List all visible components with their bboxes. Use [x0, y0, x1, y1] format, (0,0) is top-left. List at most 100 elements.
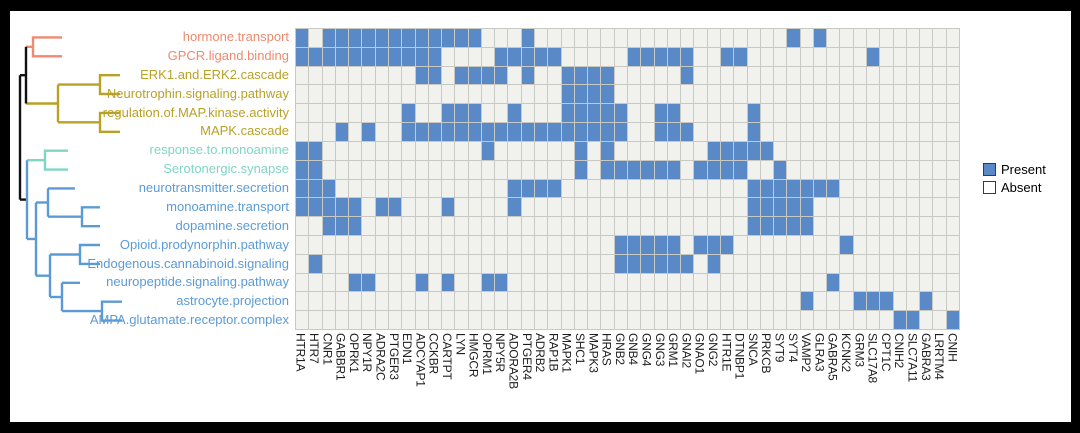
heatmap-cell — [296, 179, 309, 198]
heatmap-cell — [853, 235, 867, 254]
heatmap-cell — [442, 254, 455, 273]
heatmap-cell — [495, 47, 508, 66]
heatmap-cell — [747, 123, 760, 141]
heatmap-cell — [906, 47, 920, 66]
heatmap-cell — [322, 123, 335, 141]
heatmap-cell — [296, 85, 309, 104]
heatmap-cell — [322, 141, 335, 160]
heatmap-cell — [362, 160, 375, 179]
heatmap-cell — [614, 273, 627, 292]
heatmap-cell — [720, 85, 734, 104]
heatmap-cell — [296, 235, 309, 254]
heatmap-cell — [349, 292, 362, 311]
heatmap-cell — [335, 254, 349, 273]
gene-label: GABRA5 — [825, 333, 840, 381]
heatmap-cell — [906, 104, 920, 123]
heatmap-cell — [415, 104, 428, 123]
heatmap-cell — [946, 217, 959, 235]
heatmap-cell — [428, 123, 442, 141]
heatmap-cell — [627, 141, 641, 160]
heatmap-cell — [867, 235, 880, 254]
gene-label: NPY5R — [493, 333, 508, 373]
gene-label: OPRM1 — [479, 333, 494, 375]
heatmap-cell — [840, 160, 853, 179]
heatmap-cell — [561, 85, 574, 104]
gene-label: PTGER4 — [519, 333, 534, 380]
heatmap-cell — [601, 85, 614, 104]
heatmap-cell — [667, 66, 681, 85]
heatmap-cell — [734, 235, 747, 254]
heatmap-cell — [920, 141, 933, 160]
heatmap-cell — [322, 29, 335, 47]
heatmap-cell — [720, 104, 734, 123]
heatmap-cell — [561, 179, 574, 198]
heatmap-cell — [415, 141, 428, 160]
heatmap-cell — [508, 29, 521, 47]
heatmap-cell — [601, 123, 614, 141]
heatmap-cell — [774, 254, 787, 273]
heatmap-cell — [601, 66, 614, 85]
heatmap-cell — [880, 123, 893, 141]
gene-label: GNAO1 — [692, 333, 707, 375]
heatmap-cell — [747, 85, 760, 104]
heatmap-cell — [375, 179, 388, 198]
heatmap-cell — [535, 85, 548, 104]
heatmap-cell — [681, 217, 694, 235]
heatmap-cell — [707, 104, 720, 123]
heatmap-cell — [588, 235, 601, 254]
heatmap-cell — [535, 311, 548, 329]
heatmap-cell — [734, 254, 747, 273]
heatmap-cell — [601, 104, 614, 123]
heatmap-cell — [428, 179, 442, 198]
heatmap-cell — [694, 254, 707, 273]
heatmap-cell — [920, 198, 933, 217]
heatmap-cell — [309, 29, 322, 47]
heatmap-cell — [535, 141, 548, 160]
heatmap-cell — [840, 254, 853, 273]
heatmap-cell — [455, 217, 468, 235]
heatmap-cell — [561, 273, 574, 292]
heatmap-cell — [601, 273, 614, 292]
heatmap-cell — [827, 292, 840, 311]
heatmap-cell — [388, 311, 402, 329]
heatmap-cell — [375, 217, 388, 235]
heatmap-cell — [840, 123, 853, 141]
heatmap-cell — [508, 47, 521, 66]
heatmap-cell — [601, 217, 614, 235]
heatmap-cell — [588, 104, 601, 123]
heatmap-cell — [627, 292, 641, 311]
heatmap-cell — [535, 29, 548, 47]
heatmap-cell — [867, 217, 880, 235]
heatmap-cell — [707, 141, 720, 160]
heatmap-cell — [774, 235, 787, 254]
heatmap-cell — [335, 217, 349, 235]
heatmap-cell — [933, 160, 946, 179]
heatmap-cell — [627, 273, 641, 292]
heatmap-cell — [946, 311, 959, 329]
heatmap-cell — [787, 254, 800, 273]
heatmap-cell — [428, 141, 442, 160]
heatmap-cell — [827, 85, 840, 104]
heatmap-cell — [641, 160, 654, 179]
heatmap-cell — [495, 104, 508, 123]
heatmap-cell — [442, 179, 455, 198]
heatmap-cell — [681, 104, 694, 123]
heatmap-cell — [707, 179, 720, 198]
heatmap-cell — [681, 85, 694, 104]
heatmap-cell — [853, 123, 867, 141]
heatmap-cell — [481, 104, 495, 123]
heatmap-cell — [601, 47, 614, 66]
heatmap-cell — [694, 179, 707, 198]
heatmap-cell — [627, 123, 641, 141]
heatmap-cell — [827, 179, 840, 198]
heatmap-cell — [442, 141, 455, 160]
heatmap-cell — [349, 85, 362, 104]
heatmap-cell — [720, 273, 734, 292]
heatmap-cell — [375, 104, 388, 123]
heatmap-cell — [720, 179, 734, 198]
heatmap-cell — [521, 141, 535, 160]
heatmap-cell — [667, 141, 681, 160]
heatmap-cell — [296, 198, 309, 217]
heatmap-cell — [415, 198, 428, 217]
heatmap-cell — [641, 292, 654, 311]
